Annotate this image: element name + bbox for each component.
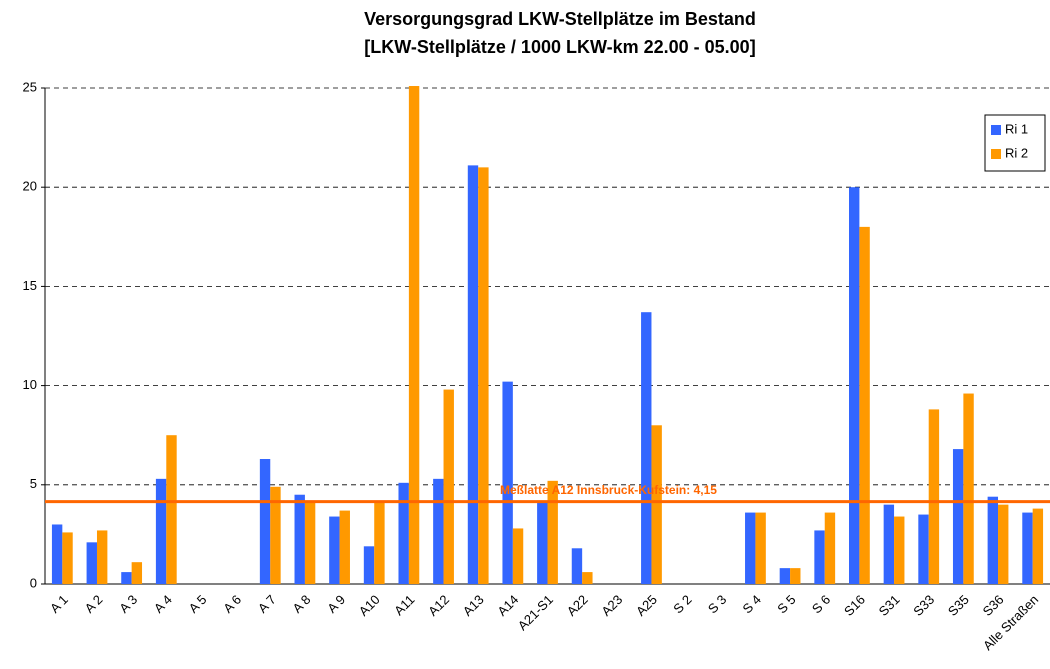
bar — [814, 530, 825, 584]
bar — [86, 542, 97, 584]
legend-swatch — [991, 125, 1001, 135]
bar — [745, 512, 756, 584]
reference-label: Meßlatte A12 Innsbruck-Kufstein: 4,15 — [500, 483, 717, 497]
bar — [952, 449, 964, 584]
bar — [259, 459, 271, 584]
bar — [779, 568, 791, 584]
bar — [294, 494, 305, 584]
bar — [96, 530, 108, 584]
bar — [859, 226, 870, 584]
y-tick-label: 5 — [30, 476, 37, 491]
bar — [918, 514, 929, 584]
bar — [928, 409, 940, 584]
bar — [998, 504, 1009, 584]
bar — [166, 435, 177, 584]
x-tick-label: A 8 — [290, 592, 314, 616]
bar — [433, 478, 444, 584]
bar — [512, 528, 524, 584]
x-tick-label: S36 — [980, 592, 1007, 619]
x-tick-label: A 5 — [186, 592, 210, 616]
bar — [304, 502, 316, 584]
bar — [363, 546, 375, 584]
x-tick-label: S 3 — [705, 592, 729, 616]
bar — [755, 512, 766, 584]
x-tick-label: A 6 — [220, 592, 244, 616]
bar — [131, 562, 143, 584]
x-tick-label: S35 — [945, 592, 972, 619]
bar — [582, 572, 593, 584]
bar — [502, 381, 513, 584]
x-tick-label: A10 — [356, 592, 383, 619]
bar — [467, 165, 479, 584]
y-tick-label: 20 — [23, 179, 37, 194]
x-tick-label: A23 — [598, 592, 625, 619]
bar — [62, 532, 73, 584]
bar — [651, 425, 662, 584]
x-tick-label: A22 — [564, 592, 591, 619]
x-tick-label: A 7 — [255, 592, 279, 616]
bar — [51, 524, 63, 584]
x-tick-label: S33 — [910, 592, 937, 619]
x-tick-label: S 5 — [774, 592, 798, 616]
bar — [824, 512, 836, 584]
x-tick-label: S 2 — [670, 592, 694, 616]
x-tick-label: S16 — [841, 592, 868, 619]
bar — [408, 86, 420, 585]
legend-label: Ri 1 — [1005, 121, 1028, 136]
bar — [374, 502, 385, 584]
y-tick-label: 25 — [23, 79, 37, 94]
bar — [339, 510, 350, 584]
chart-subtitle: [LKW-Stellplätze / 1000 LKW-km 22.00 - 0… — [364, 37, 755, 57]
bar — [641, 312, 652, 584]
x-tick-label: A12 — [425, 592, 452, 619]
bar — [547, 480, 558, 584]
x-tick-label: A 9 — [324, 592, 348, 616]
bar — [571, 548, 583, 584]
legend-swatch — [991, 149, 1001, 159]
bar — [894, 516, 905, 584]
bar — [987, 496, 999, 584]
x-tick-label: A25 — [633, 592, 660, 619]
legend-box — [984, 114, 1046, 172]
bar — [478, 167, 489, 585]
bar — [963, 393, 974, 584]
y-tick-label: 15 — [23, 278, 37, 293]
bar — [329, 516, 340, 584]
bar — [537, 502, 548, 584]
bar — [270, 486, 281, 584]
bar — [155, 478, 167, 584]
y-tick-label: 10 — [23, 377, 37, 392]
legend-label: Ri 2 — [1005, 145, 1028, 160]
x-tick-label: A13 — [460, 592, 487, 619]
x-tick-label: A 3 — [116, 592, 140, 616]
x-tick-label: S31 — [876, 592, 903, 619]
x-tick-label: A 1 — [47, 592, 71, 616]
x-tick-label: A 4 — [151, 592, 175, 616]
x-tick-label: A21-S1 — [515, 592, 556, 633]
x-tick-label: A14 — [494, 592, 521, 619]
bar — [398, 482, 409, 584]
x-tick-label: A11 — [391, 592, 417, 618]
x-tick-label: S 4 — [740, 592, 764, 616]
x-tick-label: S 6 — [809, 592, 833, 616]
bar — [1022, 512, 1033, 584]
bar — [883, 504, 895, 584]
bar — [790, 568, 801, 584]
y-tick-label: 0 — [30, 575, 37, 590]
chart-title: Versorgungsgrad LKW-Stellplätze im Besta… — [364, 9, 756, 29]
bar — [443, 389, 454, 584]
bar — [121, 572, 132, 584]
x-tick-label: A 2 — [82, 592, 106, 616]
bar — [849, 187, 860, 584]
bar — [1032, 508, 1044, 584]
